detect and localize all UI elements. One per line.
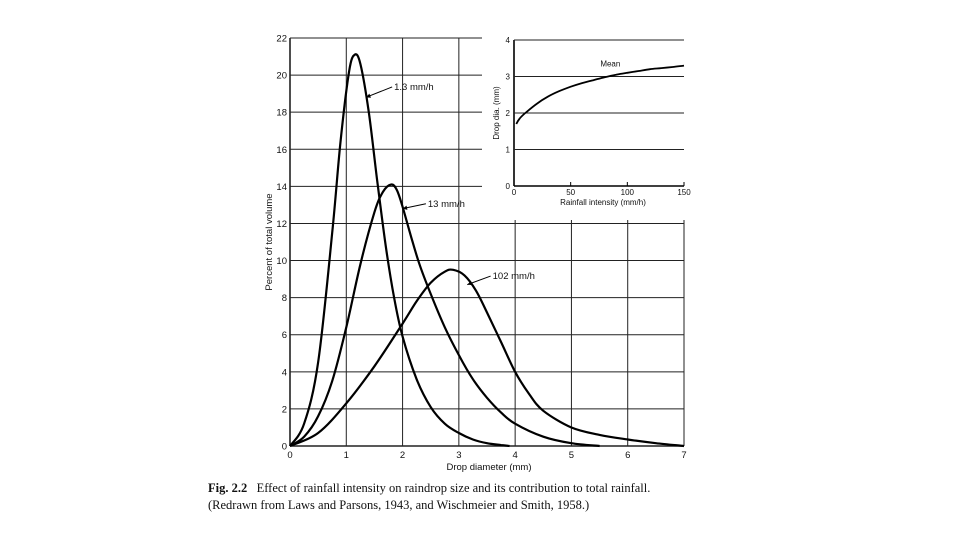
series-line-0 — [289, 53, 510, 448]
y-tick-label: 12 — [276, 219, 287, 230]
inset-y-tick-label: 4 — [506, 36, 511, 45]
inset-background — [482, 30, 686, 220]
x-tick-label: 2 — [400, 450, 405, 461]
y-tick-label: 14 — [276, 182, 287, 193]
inset-x-tick-label: 50 — [566, 188, 575, 197]
x-tick-label: 4 — [512, 450, 517, 461]
x-tick-label: 6 — [625, 450, 630, 461]
annotation-arrowhead — [467, 281, 473, 286]
x-tick-label: 0 — [287, 450, 292, 461]
x-tick-label: 3 — [456, 450, 461, 461]
annotation-arrowhead — [402, 205, 408, 210]
annotation-leader — [365, 86, 393, 98]
annotation-arrowhead — [365, 93, 371, 98]
inset-x-tick-label: 100 — [621, 188, 635, 197]
inset-y-tick-label: 3 — [506, 73, 511, 82]
inset-series-label: Mean — [600, 60, 620, 69]
series-line-2 — [289, 268, 685, 448]
x-axis-label: Drop diameter (mm) — [447, 462, 532, 473]
y-tick-label: 6 — [282, 330, 287, 341]
x-tick-label: 5 — [569, 450, 574, 461]
y-tick-label: 2 — [282, 404, 287, 415]
series-line-1 — [289, 183, 600, 448]
y-axis-label: Percent of total volume — [264, 193, 275, 290]
inset-x-tick-label: 150 — [677, 188, 691, 197]
main-curves — [289, 53, 685, 448]
inset-chart: 0 1 2 3 4 0 50 100 150 Mean Rainfall intensity (mm… — [492, 36, 691, 207]
annotation-label: 1.3 mm/h — [394, 82, 434, 93]
y-tick-label: 4 — [282, 367, 287, 378]
annotation-label: 13 mm/h — [428, 199, 465, 210]
y-tick-label: 20 — [276, 71, 287, 82]
x-tick-label: 7 — [681, 450, 686, 461]
caption-line-1: Fig. 2.2 Effect of rainfall intensity on… — [208, 480, 808, 497]
x-tick-label: 1 — [344, 450, 349, 461]
inset-y-tick-label: 1 — [506, 146, 511, 155]
inset-x-tick-label: 0 — [512, 188, 517, 197]
inset-y-axis-label: Drop dia. (mm) — [492, 86, 501, 140]
figure-caption: Fig. 2.2 Effect of rainfall intensity on… — [208, 480, 808, 514]
caption-text: Effect of rainfall intensity on raindrop… — [256, 481, 651, 495]
main-annotations: 1.3 mm/h 13 mm/h 102 mm/h — [365, 82, 535, 286]
y-tick-label: 18 — [276, 108, 287, 119]
inset-series-line-0 — [515, 64, 685, 125]
y-tick-label: 16 — [276, 145, 287, 156]
y-tick-label: 22 — [276, 34, 287, 45]
caption-line-2: (Redrawn from Laws and Parsons, 1943, an… — [208, 498, 590, 512]
y-tick-label: 0 — [282, 442, 287, 453]
inset-y-tick-label: 2 — [506, 109, 511, 118]
y-tick-label: 8 — [282, 293, 287, 304]
inset-x-axis-label: Rainfall intensity (mm/h) — [560, 198, 646, 207]
inset-y-tick-label: 0 — [506, 182, 511, 191]
annotation-label: 102 mm/h — [493, 271, 535, 282]
figure-number: Fig. 2.2 — [208, 481, 248, 495]
y-tick-label: 10 — [276, 256, 287, 267]
